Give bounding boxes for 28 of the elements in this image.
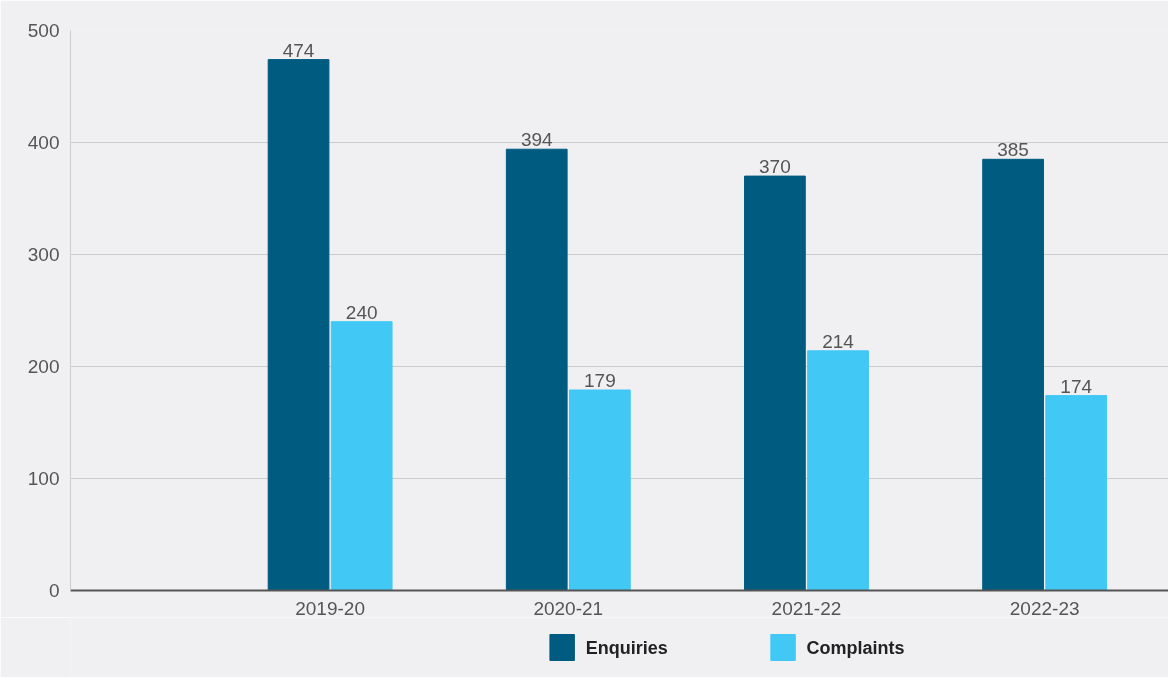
y-tick-label: 400: [27, 132, 60, 153]
data-label: 474: [282, 39, 315, 61]
y-tick-label: 100: [27, 468, 60, 489]
data-label: 394: [520, 129, 554, 151]
legend-label: Enquiries: [585, 637, 668, 658]
data-label: 370: [759, 156, 791, 178]
bar: [744, 175, 806, 591]
data-label: 214: [822, 330, 855, 352]
bar: [505, 148, 568, 591]
bar: [982, 158, 1044, 591]
bar: [807, 350, 869, 591]
x-tick-label: 2022-23: [1009, 597, 1080, 619]
data-label: 174: [1060, 375, 1093, 397]
data-label: 240: [345, 301, 378, 323]
legend-label: Complaints: [806, 637, 905, 658]
bar: [1045, 395, 1108, 591]
x-tick-label: 2019-20: [295, 597, 365, 619]
bar: [267, 59, 330, 591]
data-label: 385: [997, 139, 1029, 161]
x-tick-label: 2020-21: [533, 597, 604, 619]
x-tick-label: 2021-22: [771, 597, 842, 619]
y-tick-label: 300: [27, 244, 60, 265]
y-tick-label: 0: [48, 580, 60, 601]
data-label: 179: [584, 370, 616, 392]
bar: [330, 321, 393, 591]
bar: [568, 389, 631, 591]
y-tick-label: 200: [27, 356, 60, 377]
y-tick-label: 500: [27, 20, 60, 41]
